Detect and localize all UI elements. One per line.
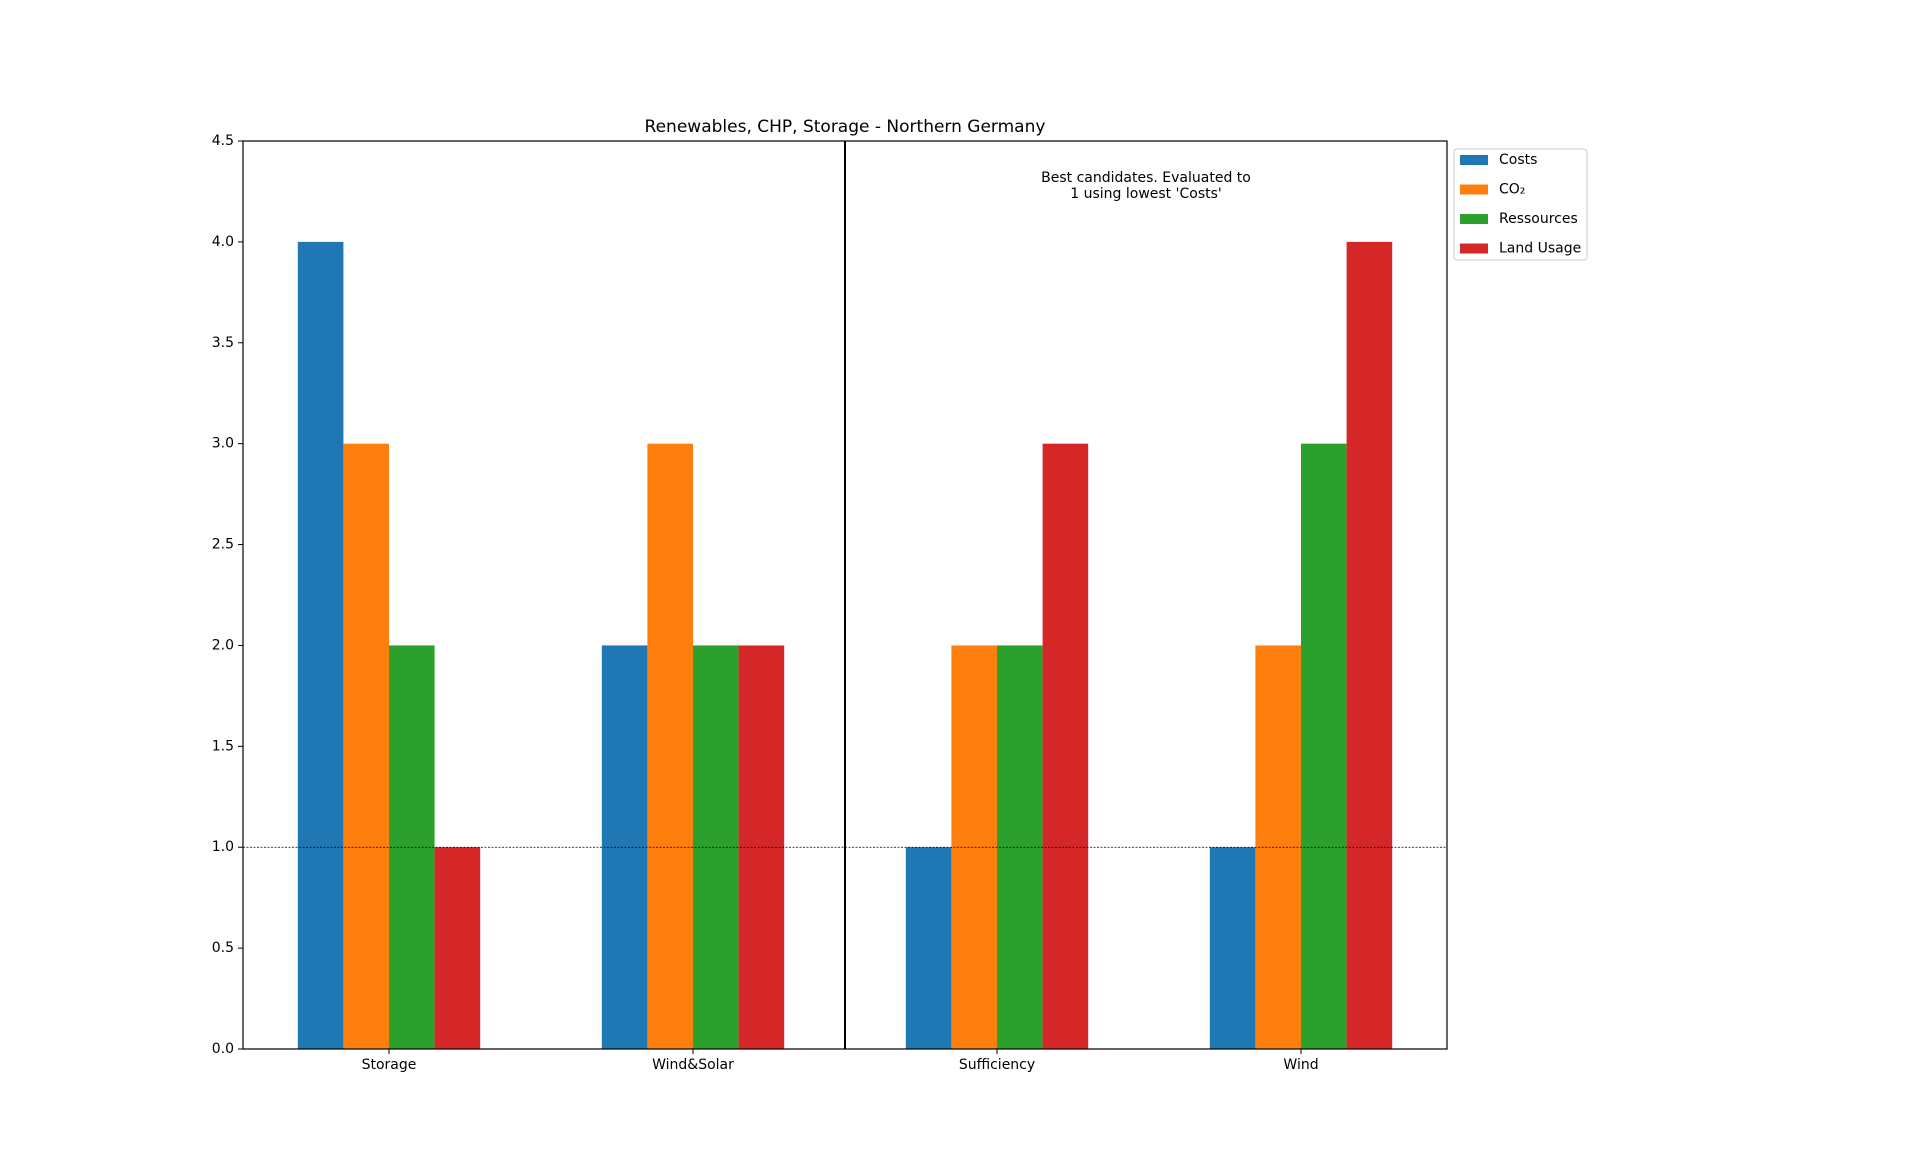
y-tick-label: 2.5 — [212, 537, 234, 553]
legend-swatch — [1460, 155, 1488, 165]
legend-swatch — [1460, 184, 1488, 195]
legend-swatch — [1460, 243, 1488, 254]
y-tick-label: 2.0 — [212, 637, 234, 653]
chart-title: Renewables, CHP, Storage - Northern Germ… — [645, 117, 1046, 137]
y-tick-label: 0.0 — [212, 1041, 234, 1057]
bar — [1209, 847, 1256, 1049]
x-tick-label: Wind&Solar — [652, 1057, 734, 1073]
annotation: Best candidates. Evaluated to — [1041, 170, 1251, 186]
legend-label: Land Usage — [1499, 241, 1581, 257]
legend-label: Costs — [1499, 152, 1537, 168]
y-tick-label: 4.5 — [212, 133, 234, 149]
x-tick-label: Wind — [1283, 1057, 1318, 1073]
legend-label: Ressources — [1499, 211, 1578, 227]
bar — [905, 847, 952, 1049]
legend-box — [1453, 148, 1588, 261]
legend-label: CO₂ — [1499, 182, 1525, 198]
y-tick-label: 3.5 — [212, 335, 234, 351]
bar — [343, 443, 389, 1050]
bar — [297, 241, 344, 1049]
y-tick-label: 1.5 — [212, 738, 234, 754]
y-tick-label: 3.0 — [212, 436, 234, 452]
x-tick-label: Sufficiency — [959, 1057, 1035, 1073]
y-tick-label: 4.0 — [212, 234, 234, 250]
x-tick-label: Storage — [362, 1057, 417, 1073]
plot-frame — [242, 140, 1448, 1050]
y-tick-label: 0.5 — [212, 940, 234, 956]
bar — [434, 847, 481, 1049]
legend-swatch — [1460, 214, 1488, 224]
bar — [647, 443, 693, 1050]
annotation: 1 using lowest 'Costs' — [1070, 186, 1222, 202]
y-tick-label: 1.0 — [212, 839, 234, 855]
bar — [1301, 443, 1347, 1050]
bar — [1346, 241, 1393, 1049]
bar — [1042, 443, 1089, 1050]
